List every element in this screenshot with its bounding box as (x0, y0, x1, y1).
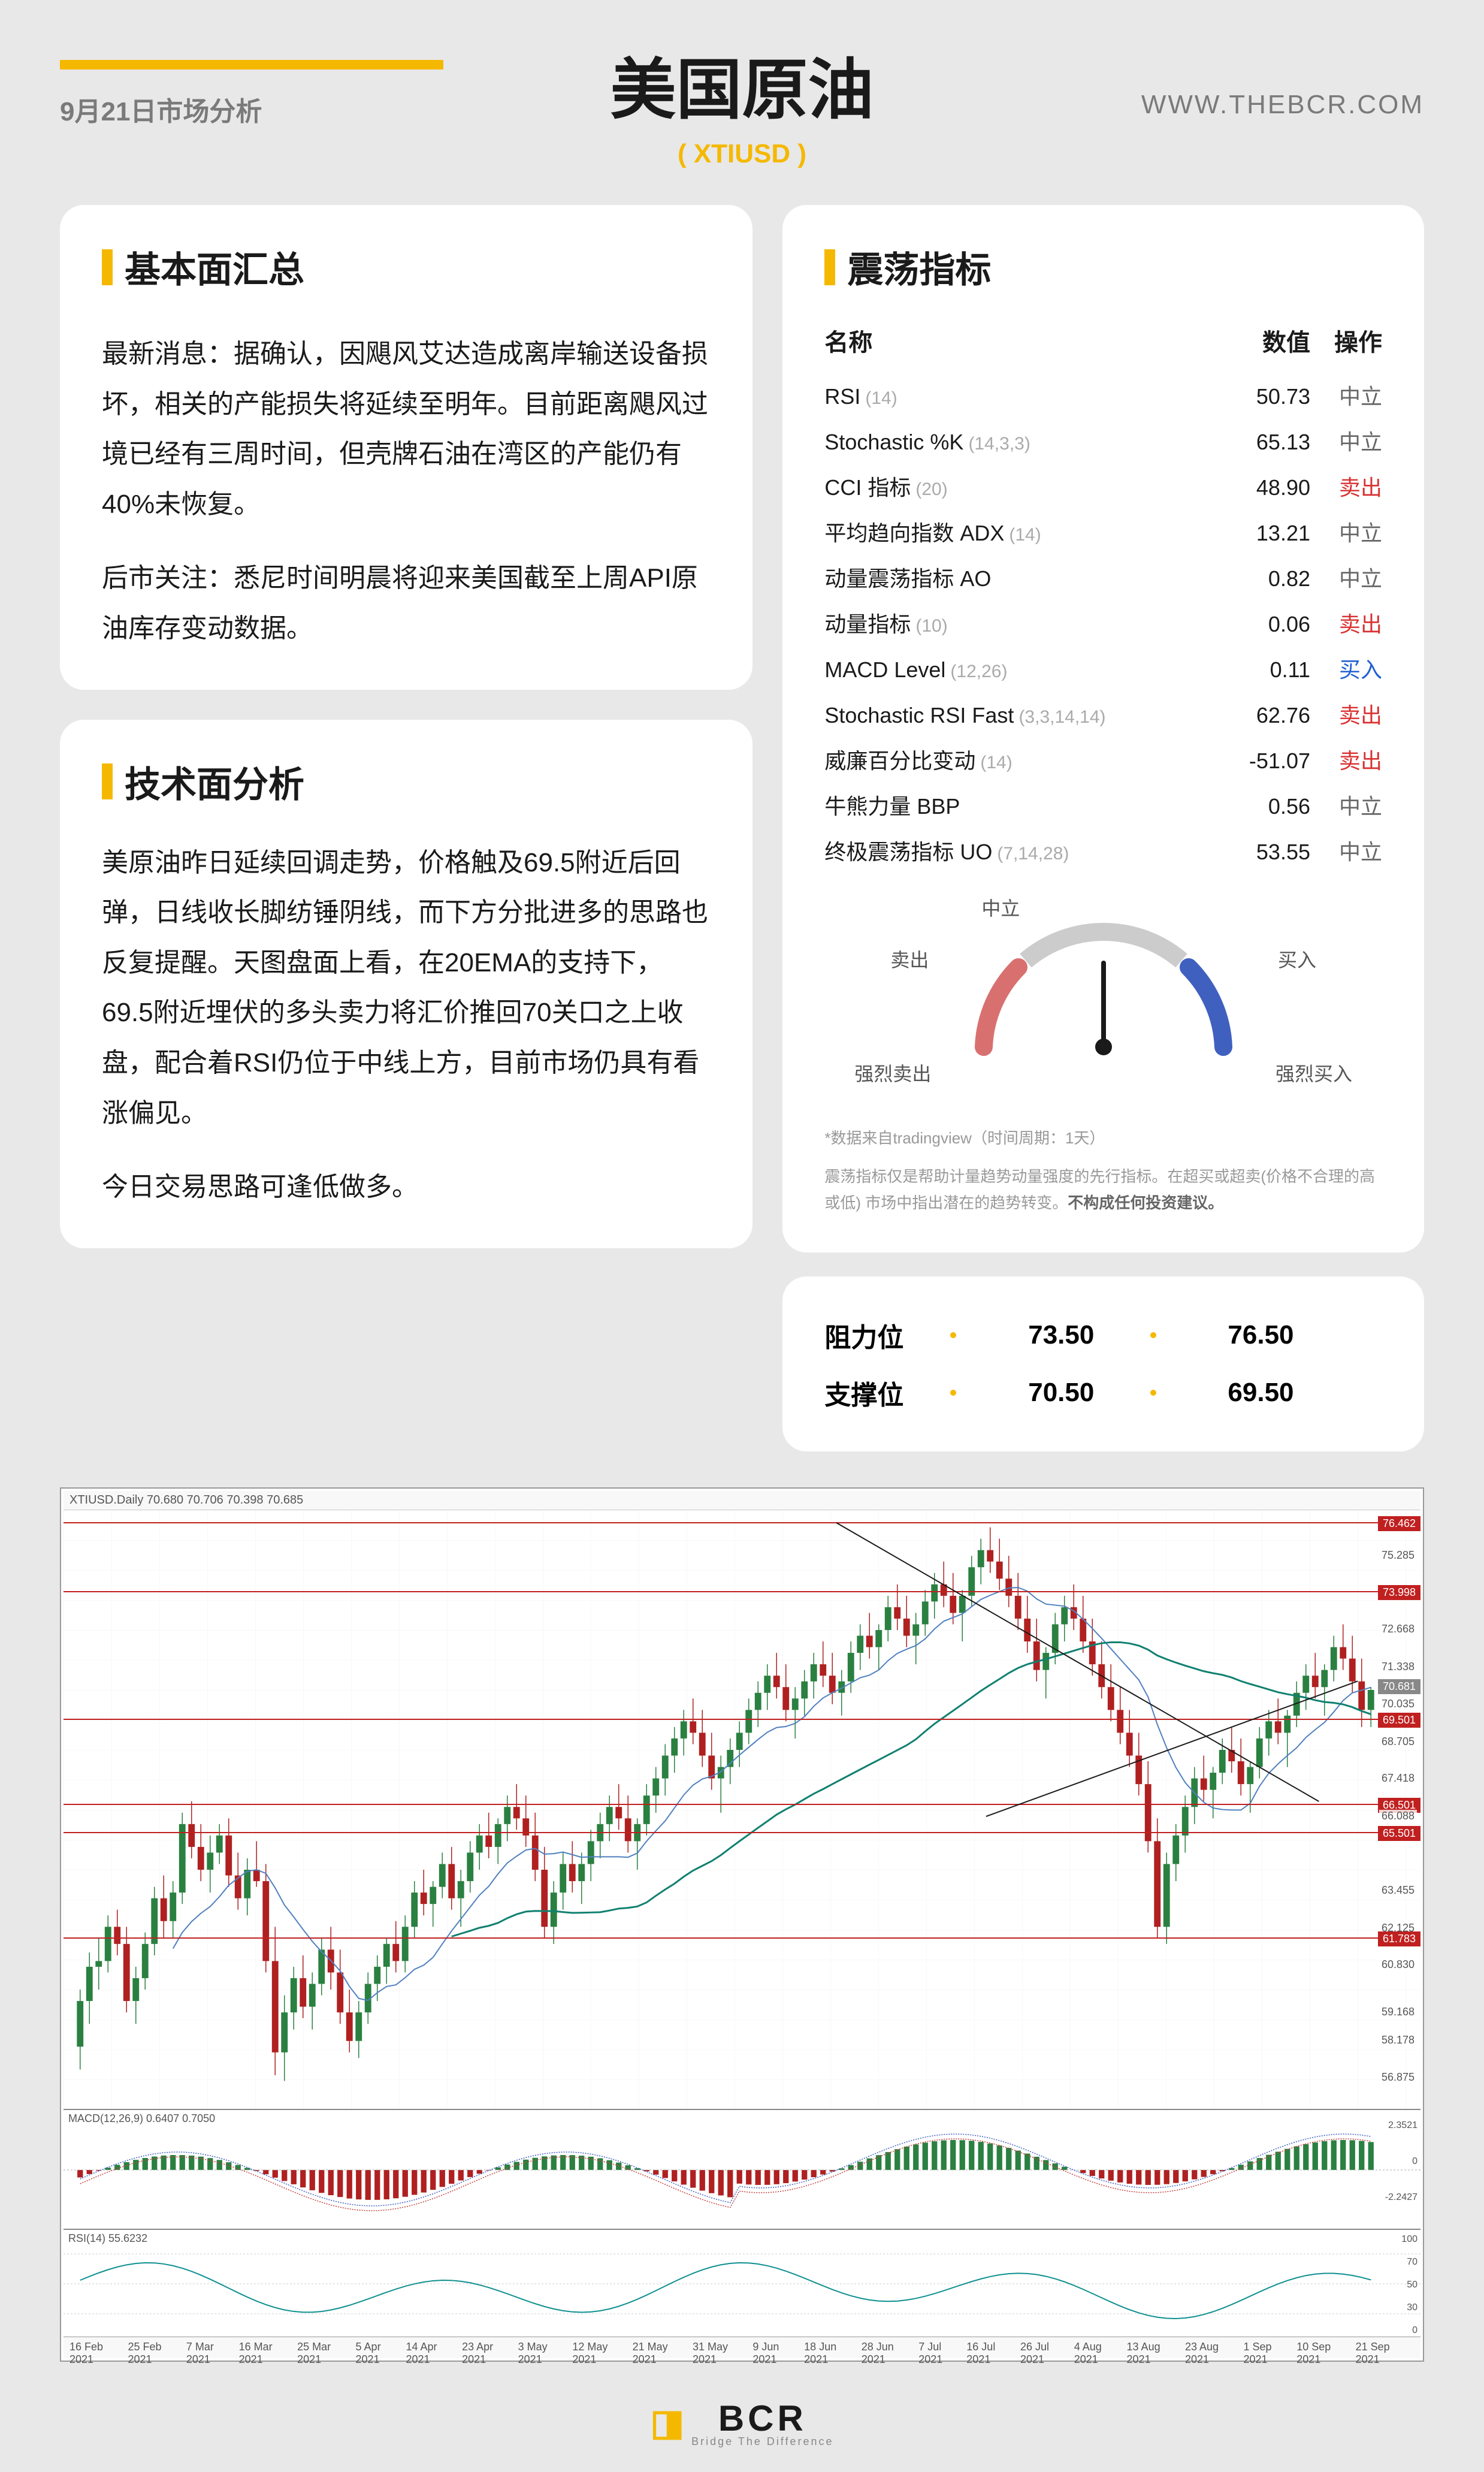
indicator-rows: RSI(14)50.73中立Stochastic %K(14,3,3)65.13… (824, 372, 1382, 873)
candlestick-chart: 76.46275.28573.99872.66871.33870.68170.0… (64, 1510, 1420, 2109)
title-accent-bar (102, 249, 113, 285)
gauge-neutral: 中立 (981, 894, 1020, 921)
chart-title: XTIUSD.Daily 70.680 70.706 70.398 70.685 (64, 1491, 1420, 1510)
technical-title: 技术面分析 (102, 756, 711, 808)
svg-text:30: 30 (1407, 2302, 1417, 2313)
header-name: 名称 (824, 323, 1202, 358)
support-2: 69.50 (1174, 1378, 1294, 1408)
page-header: 9月21日市场分析 WWW.THEBCR.COM 美国原油 ( XTIUSD ) (60, 36, 1424, 169)
support-row: 支撑位 70.50 69.50 (824, 1364, 1382, 1421)
svg-text:0: 0 (1412, 2156, 1417, 2166)
header-value: 数值 (1202, 323, 1310, 358)
bullet-icon (950, 1332, 956, 1338)
oscillators-title-text: 震荡指标 (847, 241, 991, 293)
page-footer: ◨ BCR Bridge The Difference (60, 2398, 1424, 2448)
gauge-strong-sell: 强烈卖出 (854, 1059, 931, 1086)
indicator-row: RSI(14)50.73中立 (824, 372, 1382, 418)
support-label: 支撑位 (824, 1374, 932, 1412)
indicator-row: 平均趋向指数 ADX(14)13.21中立 (824, 509, 1382, 554)
levels-card: 阻力位 73.50 76.50 支撑位 70.50 69.50 (782, 1276, 1424, 1451)
oscillators-card: 震荡指标 名称 数值 操作 RSI(14)50.73中立Stochastic %… (782, 205, 1424, 1252)
svg-text:2.3521: 2.3521 (1388, 2120, 1417, 2130)
header-action: 操作 (1310, 323, 1382, 358)
macd-panel: MACD(12,26,9) 0.6407 0.7050 2.35210-2.24… (64, 2109, 1420, 2229)
bullet-icon (1150, 1390, 1156, 1396)
website-url: WWW.THEBCR.COM (1141, 90, 1424, 120)
indicator-row: MACD Level(12,26)0.11买入 (824, 645, 1382, 691)
brand-logo: ◨ BCR Bridge The Difference (650, 2398, 833, 2448)
gauge-sell: 卖出 (890, 945, 929, 973)
svg-text:50: 50 (1407, 2280, 1417, 2290)
title-accent-bar (102, 763, 113, 799)
technical-para2: 今日交易思路可逢低做多。 (102, 1162, 711, 1212)
svg-text:70: 70 (1407, 2257, 1417, 2267)
fundamentals-para1: 最新消息：据确认，因飓风艾达造成离岸输送设备损坏，相关的产能损失将延续至明年。目… (102, 329, 711, 529)
resistance-1: 73.50 (974, 1320, 1094, 1350)
bullet-icon (950, 1390, 956, 1396)
support-1: 70.50 (974, 1378, 1094, 1408)
indicator-row: 牛熊力量 BBP0.56中立 (824, 782, 1382, 828)
resistance-2: 76.50 (1174, 1320, 1294, 1350)
technical-card: 技术面分析 美原油昨日延续回调走势，价格触及69.5附近后回弹，日线收长脚纺锤阴… (60, 720, 752, 1248)
resistance-label: 阻力位 (824, 1316, 932, 1354)
gauge-strong-buy: 强烈买入 (1276, 1059, 1352, 1086)
rsi-panel: RSI(14) 55.6232 1007050300 (64, 2229, 1420, 2337)
resistance-row: 阻力位 73.50 76.50 (824, 1306, 1382, 1364)
symbol-code: ( XTIUSD ) (60, 139, 1424, 169)
svg-text:-2.2427: -2.2427 (1385, 2192, 1417, 2202)
indicator-row: 威廉百分比变动(14)-51.07卖出 (824, 737, 1382, 782)
disclaimer-line1: *数据来自tradingview（时间周期：1天） (824, 1125, 1382, 1151)
logo-icon: ◨ (650, 2402, 684, 2444)
date-axis: 16 Feb 202125 Feb 20217 Mar 202116 Mar 2… (64, 2337, 1420, 2358)
oscillators-title: 震荡指标 (824, 241, 1382, 293)
technical-para1: 美原油昨日延续回调走势，价格触及69.5附近后回弹，日线收长脚纺锤阴线，而下方分… (102, 838, 711, 1139)
indicator-header: 名称 数值 操作 (824, 323, 1382, 358)
fundamentals-title: 基本面汇总 (102, 241, 711, 293)
header-accent-bar (60, 60, 443, 70)
indicator-row: 动量指标(10)0.06卖出 (824, 600, 1382, 645)
bullet-icon (1150, 1332, 1156, 1338)
indicator-row: 终极震荡指标 UO(7,14,28)53.55中立 (824, 828, 1382, 873)
fundamentals-title-text: 基本面汇总 (125, 241, 304, 293)
indicator-row: CCI 指标(20)48.90卖出 (824, 463, 1382, 509)
price-chart: XTIUSD.Daily 70.680 70.706 70.398 70.685… (60, 1487, 1424, 2362)
fundamentals-card: 基本面汇总 最新消息：据确认，因飓风艾达造成离岸输送设备损坏，相关的产能损失将延… (60, 205, 752, 690)
fundamentals-para2: 后市关注：悉尼时间明晨将迎来美国截至上周API原油库存变动数据。 (102, 553, 711, 653)
disclaimer-line2: 震荡指标仅是帮助计量趋势动量强度的先行指标。在超买或超卖(价格不合理的高或低) … (824, 1163, 1382, 1216)
indicator-row: Stochastic %K(14,3,3)65.13中立 (824, 418, 1382, 463)
logo-text: BCR (691, 2398, 833, 2439)
technical-title-text: 技术面分析 (125, 756, 304, 808)
gauge-buy: 买入 (1278, 945, 1316, 973)
date-label: 9月21日市场分析 (60, 90, 262, 128)
indicator-row: 动量震荡指标 AO0.82中立 (824, 554, 1382, 600)
logo-tagline: Bridge The Difference (691, 2435, 833, 2448)
indicator-row: Stochastic RSI Fast(3,3,14,14)62.76卖出 (824, 691, 1382, 737)
title-accent-bar (824, 249, 835, 285)
sentiment-gauge: 强烈卖出 卖出 中立 买入 强烈买入 (824, 903, 1382, 1107)
svg-text:0: 0 (1412, 2325, 1417, 2335)
svg-text:100: 100 (1401, 2234, 1417, 2244)
